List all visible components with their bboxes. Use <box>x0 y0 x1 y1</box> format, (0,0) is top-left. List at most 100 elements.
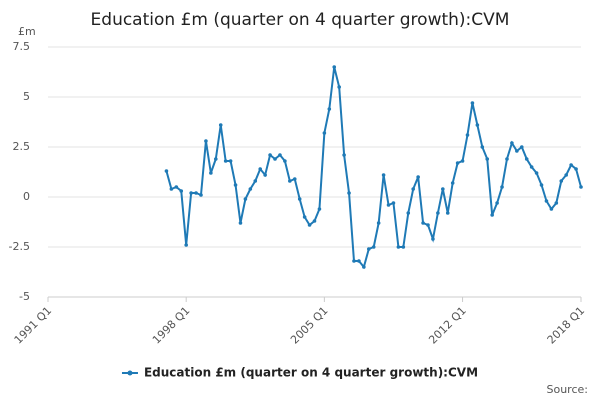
point <box>406 211 411 215</box>
source: Source: <box>547 383 589 396</box>
x-tick-label: 1991 Q1 <box>12 304 55 347</box>
point <box>228 159 233 163</box>
point <box>302 215 307 219</box>
point <box>391 201 396 205</box>
point <box>515 149 519 153</box>
x-tick-label: 1998 Q1 <box>150 304 193 347</box>
point <box>554 201 559 205</box>
point <box>426 223 430 227</box>
point <box>169 187 174 191</box>
legend-label: Education £m (quarter on 4 quarter growt… <box>144 366 478 380</box>
point <box>510 141 514 145</box>
point <box>179 189 184 193</box>
y-tick-label: 5 <box>23 90 30 103</box>
point <box>213 157 218 161</box>
point <box>500 185 504 189</box>
point <box>455 161 460 165</box>
point <box>441 187 445 191</box>
point <box>416 175 420 179</box>
point <box>431 237 435 241</box>
point <box>465 133 470 137</box>
point <box>386 203 391 207</box>
point <box>297 197 302 201</box>
point <box>268 153 272 157</box>
point <box>253 179 258 183</box>
point <box>283 159 287 163</box>
point <box>278 153 282 157</box>
point <box>342 153 346 157</box>
point <box>204 139 208 143</box>
point <box>322 131 327 135</box>
point <box>480 145 485 149</box>
point <box>475 123 480 127</box>
point <box>184 243 188 247</box>
point <box>524 157 529 161</box>
point <box>223 159 228 163</box>
point <box>307 223 312 227</box>
point <box>218 123 223 127</box>
point <box>544 199 549 203</box>
point <box>288 179 292 183</box>
point <box>569 163 573 167</box>
point <box>243 197 248 201</box>
y-tick-label: 2.5 <box>13 140 31 153</box>
x-tick-label: 2018 Q1 <box>545 304 588 347</box>
point <box>292 177 297 181</box>
point <box>579 185 583 189</box>
y-tick-label: -5 <box>19 290 30 303</box>
x-tick-label: 2012 Q1 <box>426 304 469 347</box>
point <box>539 183 544 187</box>
y-tick-label: 7.5 <box>13 40 31 53</box>
point <box>327 107 332 111</box>
point <box>164 169 169 173</box>
point <box>263 173 267 177</box>
point <box>174 185 179 189</box>
point <box>519 145 524 149</box>
point <box>381 173 386 177</box>
point <box>411 187 416 191</box>
x-tick-label: 2005 Q1 <box>288 304 331 347</box>
point <box>352 259 356 263</box>
point <box>495 201 499 205</box>
point <box>401 245 406 249</box>
point <box>362 265 366 269</box>
point <box>337 85 341 89</box>
point <box>460 159 465 163</box>
point <box>209 171 213 175</box>
point <box>248 187 253 191</box>
point <box>549 207 554 211</box>
point <box>199 193 203 197</box>
chart-title: Education £m (quarter on 4 quarter growt… <box>91 10 510 30</box>
y-tick-label: 0 <box>23 190 30 203</box>
y-tick-label: -2.5 <box>9 240 30 253</box>
point <box>396 245 401 249</box>
point <box>470 101 475 105</box>
point <box>258 167 263 171</box>
point <box>194 191 198 195</box>
point <box>485 157 490 161</box>
point <box>273 157 277 161</box>
legend-marker <box>127 370 133 376</box>
point <box>421 221 425 225</box>
point <box>317 207 322 211</box>
point <box>564 173 568 177</box>
point <box>529 165 534 169</box>
point <box>505 157 509 161</box>
y-unit-label: £m <box>18 25 36 38</box>
point <box>312 219 317 223</box>
point <box>559 179 564 183</box>
point <box>450 181 455 185</box>
point <box>189 191 193 195</box>
point <box>357 259 361 263</box>
point <box>490 213 494 217</box>
point <box>366 247 371 251</box>
point <box>238 221 243 225</box>
point <box>445 211 450 215</box>
point <box>376 221 381 225</box>
point <box>534 171 539 175</box>
point <box>347 191 351 195</box>
point <box>436 211 440 215</box>
point <box>233 183 238 187</box>
point <box>574 167 578 171</box>
